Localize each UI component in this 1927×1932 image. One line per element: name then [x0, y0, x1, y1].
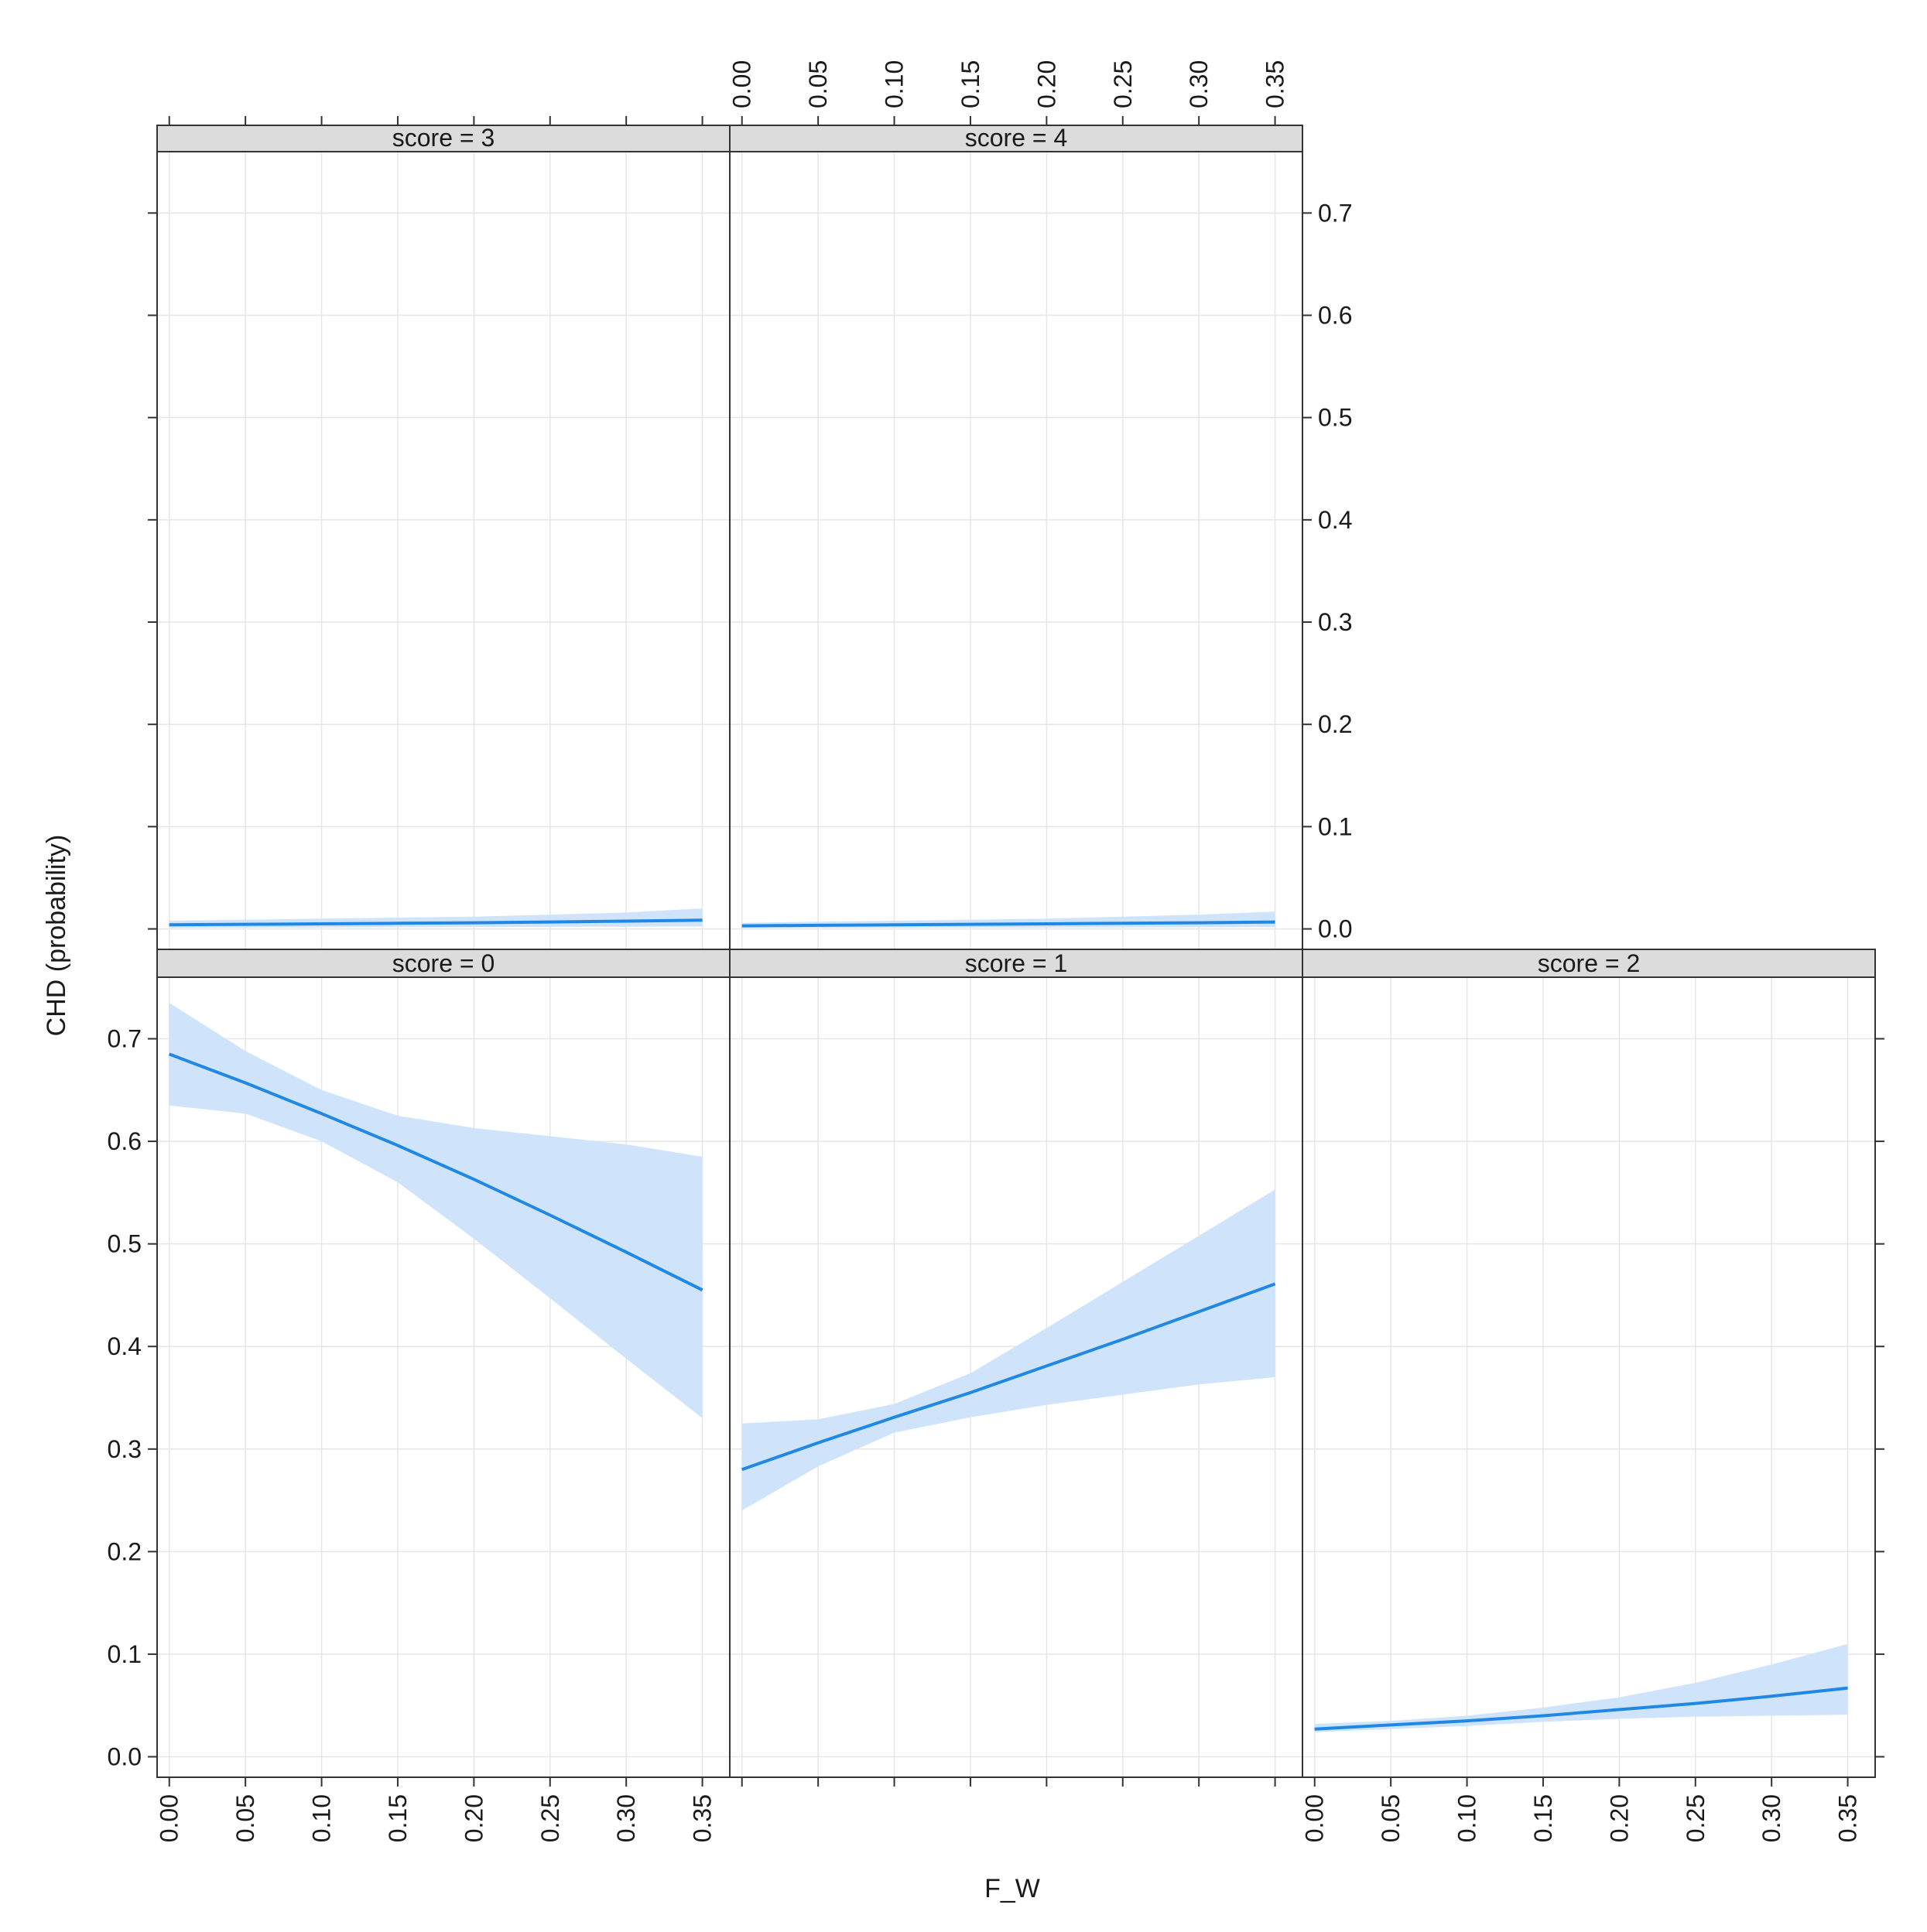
strip-label: score = 2 [1538, 949, 1641, 977]
x-tick-label: 0.25 [1682, 1794, 1710, 1842]
x-tick-label: 0.05 [231, 1794, 259, 1842]
confidence-band [741, 1189, 1275, 1511]
x-tick-label: 0.35 [1834, 1794, 1862, 1842]
x-tick-label: 0.15 [1529, 1794, 1557, 1842]
fit-line [168, 1052, 703, 1292]
y-tick-label: 0.5 [108, 1230, 142, 1258]
x-axis-title: F_W [984, 1874, 1040, 1903]
x-tick-label: 0.05 [1377, 1794, 1405, 1842]
y-tick-label: 0.0 [108, 1743, 142, 1771]
y-tick-label: 0.1 [1318, 812, 1352, 840]
x-tick-label: 0.25 [536, 1794, 564, 1842]
x-tick-label: 0.25 [1109, 60, 1137, 108]
x-tick-label: 0.00 [728, 60, 756, 108]
panels: score = 3 score = 4 score = 0 score = 1 scor… [156, 124, 1876, 1778]
fit-line [1314, 1686, 1848, 1731]
x-tick-label: 0.20 [1605, 1794, 1633, 1842]
y-tick-label: 0.7 [108, 1025, 142, 1053]
x-tick-label: 0.30 [612, 1794, 640, 1842]
y-tick-label: 0.4 [108, 1332, 142, 1360]
confidence-band [1314, 1643, 1848, 1732]
fit-line [741, 1282, 1276, 1472]
x-tick-label: 0.15 [384, 1794, 412, 1842]
x-tick-label: 0.20 [1032, 60, 1060, 108]
strip-label: score = 0 [392, 949, 495, 977]
x-tick-label: 0.00 [1301, 1794, 1329, 1842]
y-axis-title: CHD (probability) [42, 835, 71, 1037]
y-tick-label: 0.1 [108, 1640, 142, 1668]
strip-background [156, 949, 731, 978]
y-tick-label: 0.2 [1318, 710, 1352, 738]
y-tick-label: 0.7 [1318, 199, 1352, 227]
strip-label: score = 1 [965, 949, 1068, 977]
fit-line [169, 918, 703, 927]
x-tick-label: 0.10 [308, 1794, 336, 1842]
x-tick-label: 0.00 [156, 1794, 183, 1842]
y-tick-label: 0.0 [1318, 915, 1352, 943]
y-tick-label: 0.6 [108, 1127, 142, 1155]
y-tick-label: 0.3 [1318, 608, 1352, 636]
x-tick-label: 0.20 [460, 1794, 488, 1842]
y-tick-label: 0.4 [1318, 506, 1352, 534]
fit-line [741, 920, 1275, 928]
panel-score-2: score = 2 [1302, 949, 1876, 1778]
x-tick-label: 0.35 [689, 1794, 717, 1842]
y-tick-label: 0.2 [108, 1537, 142, 1565]
x-tick-label: 0.10 [1453, 1794, 1481, 1842]
strip-label: score = 3 [392, 124, 495, 152]
x-tick-label: 0.15 [957, 60, 984, 108]
x-tick-label: 0.10 [881, 60, 909, 108]
strip-label: score = 4 [965, 124, 1068, 152]
strip-background [729, 125, 1303, 152]
x-tick-label: 0.35 [1261, 60, 1289, 108]
y-tick-label: 0.3 [108, 1435, 142, 1463]
panel-score-0: score = 0 [156, 949, 731, 1778]
axes: 0.00 0.05 0.10 0.15 0.20 0.25 0.30 0.35 0.00 0.05… [108, 60, 1884, 1842]
x-tick-label: 0.30 [1185, 60, 1213, 108]
y-tick-label: 0.6 [1318, 302, 1352, 330]
y-tick-label: 0.5 [1318, 404, 1352, 432]
panel-border [1302, 976, 1876, 1778]
x-tick-label: 0.05 [804, 60, 832, 108]
x-tick-label: 0.30 [1758, 1794, 1785, 1842]
strip-background [1302, 949, 1876, 978]
panel-score-4: score = 4 [729, 124, 1303, 950]
